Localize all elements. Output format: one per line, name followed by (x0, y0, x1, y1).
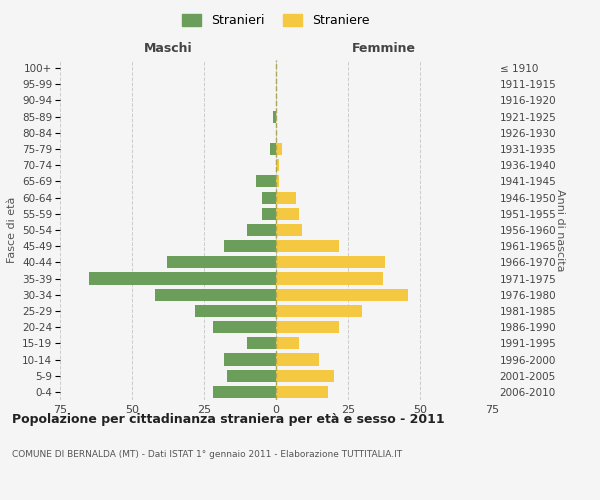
Text: COMUNE DI BERNALDA (MT) - Dati ISTAT 1° gennaio 2011 - Elaborazione TUTTITALIA.I: COMUNE DI BERNALDA (MT) - Dati ISTAT 1° … (12, 450, 402, 459)
Bar (247, 224, 276, 236)
Bar (276, 338, 299, 349)
Bar (276, 354, 319, 366)
Bar (256, 176, 276, 188)
Bar (276, 192, 296, 203)
Bar (276, 272, 383, 284)
Bar (212, 321, 276, 333)
Bar (276, 159, 279, 172)
Bar (276, 224, 302, 236)
Y-axis label: Fasce di età: Fasce di età (7, 197, 17, 263)
Bar (262, 192, 276, 203)
Bar (89, 272, 276, 284)
Bar (276, 386, 328, 398)
Text: Popolazione per cittadinanza straniera per età e sesso - 2011: Popolazione per cittadinanza straniera p… (12, 412, 445, 426)
Bar (276, 240, 340, 252)
Text: Maschi: Maschi (143, 42, 193, 55)
Bar (212, 386, 276, 398)
Text: Femmine: Femmine (352, 42, 416, 55)
Bar (247, 338, 276, 349)
Bar (276, 288, 409, 301)
Bar (196, 305, 276, 317)
Bar (167, 256, 276, 268)
Bar (155, 288, 276, 301)
Bar (262, 208, 276, 220)
Bar (276, 305, 362, 317)
Bar (276, 256, 385, 268)
Bar (224, 240, 276, 252)
Bar (227, 370, 276, 382)
Bar (276, 176, 279, 188)
Bar (276, 370, 334, 382)
Bar (276, 208, 299, 220)
Bar (273, 110, 276, 122)
Legend: Stranieri, Straniere: Stranieri, Straniere (178, 8, 374, 32)
Bar (276, 321, 340, 333)
Y-axis label: Anni di nascita: Anni di nascita (555, 188, 565, 271)
Bar (270, 143, 276, 155)
Bar (276, 143, 282, 155)
Bar (224, 354, 276, 366)
